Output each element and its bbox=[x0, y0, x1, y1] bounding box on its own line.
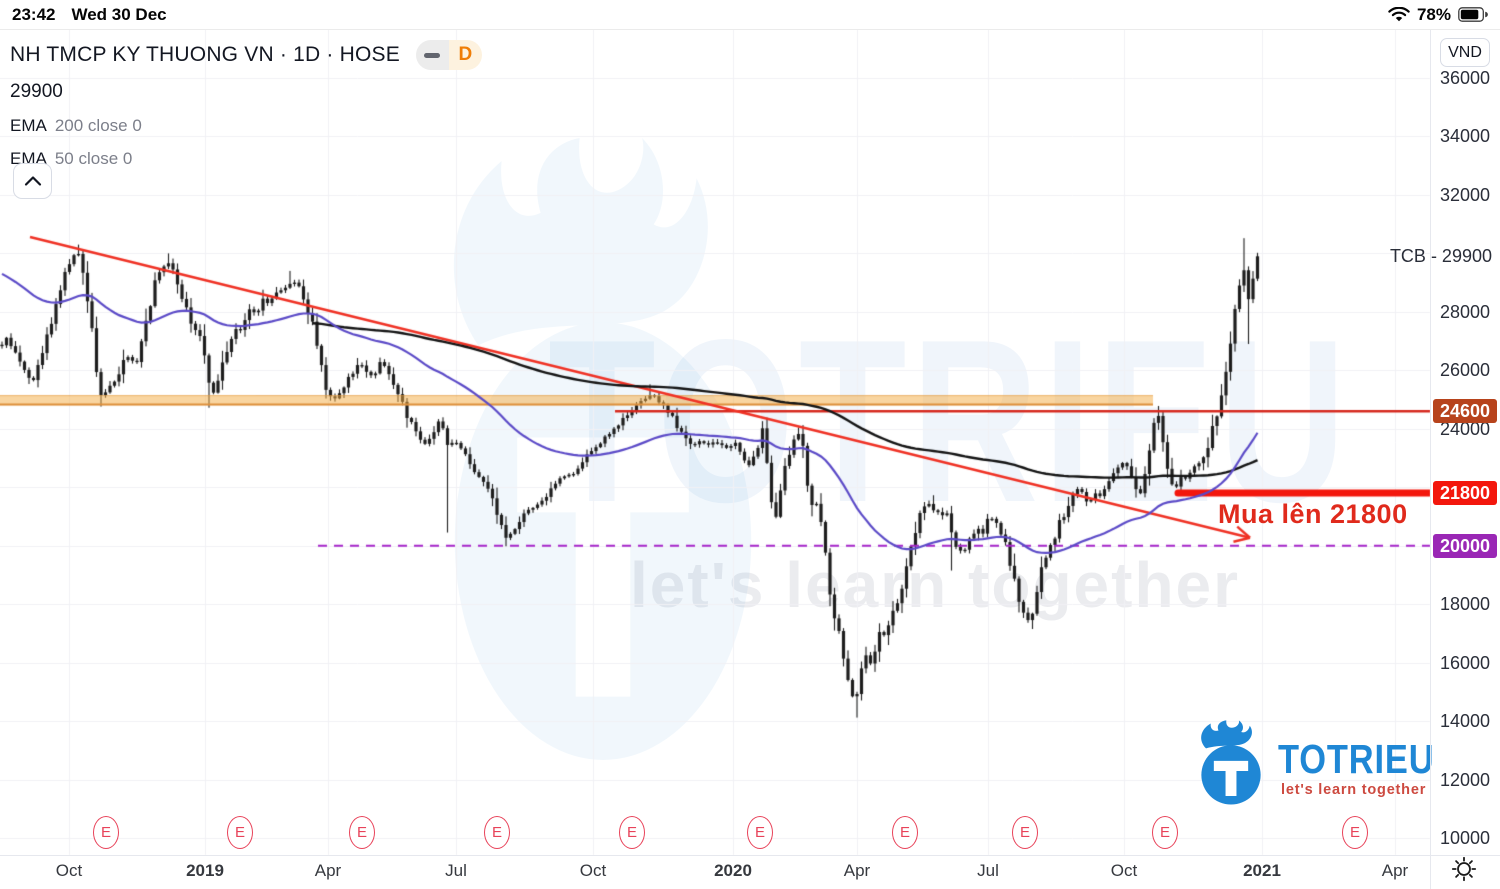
time-axis-label: 2019 bbox=[186, 861, 224, 880]
interval-toggle[interactable]: D bbox=[415, 40, 482, 70]
time-axis-label: 2021 bbox=[1243, 861, 1281, 880]
earnings-marker[interactable]: E bbox=[747, 816, 773, 849]
clock: 23:42 bbox=[12, 4, 56, 24]
price-axis-label: 36000 bbox=[1439, 68, 1491, 88]
price-axis-label: 26000 bbox=[1439, 360, 1491, 381]
price-axis-label: 32000 bbox=[1439, 184, 1491, 205]
earnings-marker[interactable]: E bbox=[1152, 816, 1178, 849]
indicator-params: 200 close 0 bbox=[54, 116, 142, 135]
earnings-marker[interactable]: E bbox=[892, 816, 918, 849]
indicator-row-ema50[interactable]: EMA 50 close 0 bbox=[10, 149, 482, 169]
brand-logo: TOTRIEU let's learn together bbox=[1192, 720, 1464, 808]
date: Wed 30 Dec bbox=[71, 4, 167, 24]
price-axis-label: 16000 bbox=[1439, 652, 1491, 673]
time-axis-label: Oct bbox=[1110, 861, 1138, 880]
indicator-name: EMA bbox=[10, 116, 47, 135]
price-axis-label: 12000 bbox=[1439, 769, 1491, 790]
settings-gear-icon[interactable] bbox=[1451, 856, 1477, 882]
earnings-marker[interactable]: E bbox=[227, 816, 253, 849]
currency-button[interactable]: VND bbox=[1440, 38, 1490, 67]
price-badge-resistance: 24600 bbox=[1433, 399, 1497, 424]
time-axis-label: Jul bbox=[445, 861, 467, 880]
time-axis-separator bbox=[0, 855, 1500, 856]
brand-flame-mark bbox=[1201, 720, 1261, 805]
buy-annotation-text: Mua lên 21800 bbox=[1218, 499, 1408, 529]
chart-legend: NH TMCP KY THUONG VN · 1D · HOSE D 29900… bbox=[10, 40, 482, 169]
time-axis-label: Apr bbox=[314, 861, 342, 880]
current-price: 29900 bbox=[10, 81, 63, 102]
time-axis-label: Apr bbox=[843, 861, 871, 880]
time-axis-label: Oct bbox=[55, 861, 83, 880]
interval-badge: D bbox=[448, 40, 482, 70]
wifi-icon bbox=[1388, 6, 1410, 21]
earnings-marker[interactable]: E bbox=[484, 816, 510, 849]
earnings-marker[interactable]: E bbox=[93, 816, 119, 849]
brand-name: TOTRIEU bbox=[1278, 736, 1435, 782]
price-badge-target: 20000 bbox=[1433, 533, 1497, 558]
battery-icon bbox=[1458, 7, 1488, 22]
brand-tagline: let's learn together bbox=[1281, 781, 1427, 798]
battery-percent: 78% bbox=[1416, 4, 1451, 24]
price-axis-label: 10000 bbox=[1439, 828, 1491, 848]
time-axis-label: 2020 bbox=[714, 861, 752, 880]
price-axis-label: 34000 bbox=[1439, 126, 1491, 147]
price-axis-label: 24000 bbox=[1439, 418, 1491, 439]
status-bar: 23:42 Wed 30 Dec 78% bbox=[0, 0, 1500, 30]
time-axis-label: Apr bbox=[1381, 861, 1409, 880]
symbol-price-label: TCB - 29900 bbox=[1389, 246, 1492, 267]
price-badge-buy: 21800 bbox=[1433, 481, 1497, 506]
collapse-legend-button[interactable] bbox=[13, 163, 52, 199]
earnings-marker[interactable]: E bbox=[1012, 816, 1038, 849]
price-axis-label: 28000 bbox=[1439, 301, 1491, 322]
price-axis-label: 14000 bbox=[1439, 711, 1491, 732]
indicator-row-ema200[interactable]: EMA 200 close 0 bbox=[10, 116, 482, 136]
symbol-title[interactable]: NH TMCP KY THUONG VN · 1D · HOSE bbox=[10, 43, 400, 66]
chevron-up-icon bbox=[24, 176, 41, 186]
dash-icon bbox=[424, 52, 441, 58]
time-axis-label: Oct bbox=[579, 861, 607, 880]
earnings-marker[interactable]: E bbox=[1342, 816, 1368, 849]
price-axis-separator bbox=[1430, 30, 1431, 889]
time-axis-label: Jul bbox=[977, 861, 999, 880]
price-axis-label: 18000 bbox=[1439, 594, 1491, 615]
indicator-params: 50 close 0 bbox=[54, 149, 133, 168]
earnings-marker[interactable]: E bbox=[349, 816, 375, 849]
earnings-marker[interactable]: E bbox=[619, 816, 645, 849]
